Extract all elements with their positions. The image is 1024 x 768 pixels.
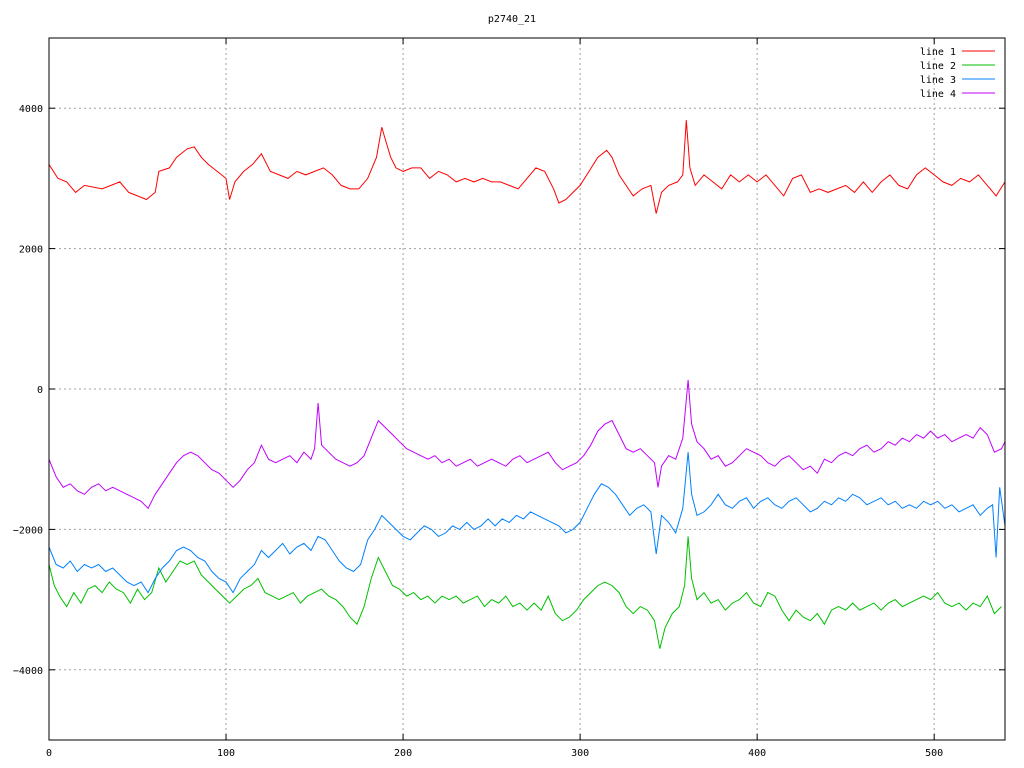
- x-tick-label: 300: [571, 748, 589, 759]
- y-tick-label: −2000: [13, 525, 43, 536]
- series-line-3: [48, 452, 1006, 594]
- legend-label: line 4: [920, 89, 956, 100]
- y-tick-label: 0: [37, 385, 43, 396]
- plot-frame: [48, 37, 1006, 741]
- y-tick-label: −4000: [13, 666, 43, 677]
- x-tick-label: 200: [394, 748, 412, 759]
- x-tick-label: 0: [46, 748, 52, 759]
- series-line-4: [48, 379, 1006, 510]
- x-tick-label: 500: [925, 748, 943, 759]
- axes: 0 100 200 300 400 500 −4000 −2000 0 2000 4000: [13, 38, 1005, 759]
- series-group: [48, 120, 1006, 649]
- grid: [49, 38, 1005, 740]
- chart-title: p2740_21: [488, 14, 536, 25]
- y-tick-label: 2000: [19, 245, 43, 256]
- legend-label: line 1: [920, 47, 956, 58]
- x-tick-label: 100: [217, 748, 235, 759]
- legend-label: line 2: [920, 61, 956, 72]
- legend-label: line 3: [920, 75, 956, 86]
- legend: line 1 line 2 line 3 line 4: [920, 47, 995, 100]
- x-tick-label: 400: [748, 748, 766, 759]
- y-tick-label: 4000: [19, 104, 43, 115]
- series-line-1: [48, 120, 1006, 214]
- series-line-2: [48, 536, 1002, 649]
